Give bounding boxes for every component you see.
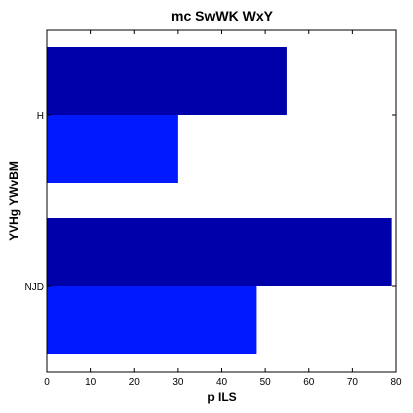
x-tick-label: 50 (260, 377, 272, 388)
x-axis-label: p ILS (207, 390, 236, 404)
ticks-layer: H NJD 0 10 20 30 40 50 60 70 80 (25, 30, 402, 388)
x-tick-label: 40 (216, 377, 228, 388)
x-tick-label: 20 (129, 377, 141, 388)
bars-layer (47, 47, 392, 354)
bar-h-series-1 (47, 47, 287, 115)
y-axis-label: YVHg YWvBM (7, 161, 21, 241)
x-tick-label: 10 (85, 377, 97, 388)
chart-title: mc SwWK WxY (171, 8, 274, 24)
bar-h-series-2 (47, 115, 178, 183)
y-tick-label: H (37, 111, 44, 122)
x-tick-label: 70 (347, 377, 359, 388)
y-tick-label: NJD (25, 282, 44, 293)
x-tick-label: 80 (390, 377, 402, 388)
bar-njd-series-1 (47, 218, 392, 286)
x-tick-label: 60 (303, 377, 315, 388)
bar-njd-series-2 (47, 286, 257, 354)
x-tick-label: 30 (172, 377, 184, 388)
x-tick-label: 0 (44, 377, 50, 388)
